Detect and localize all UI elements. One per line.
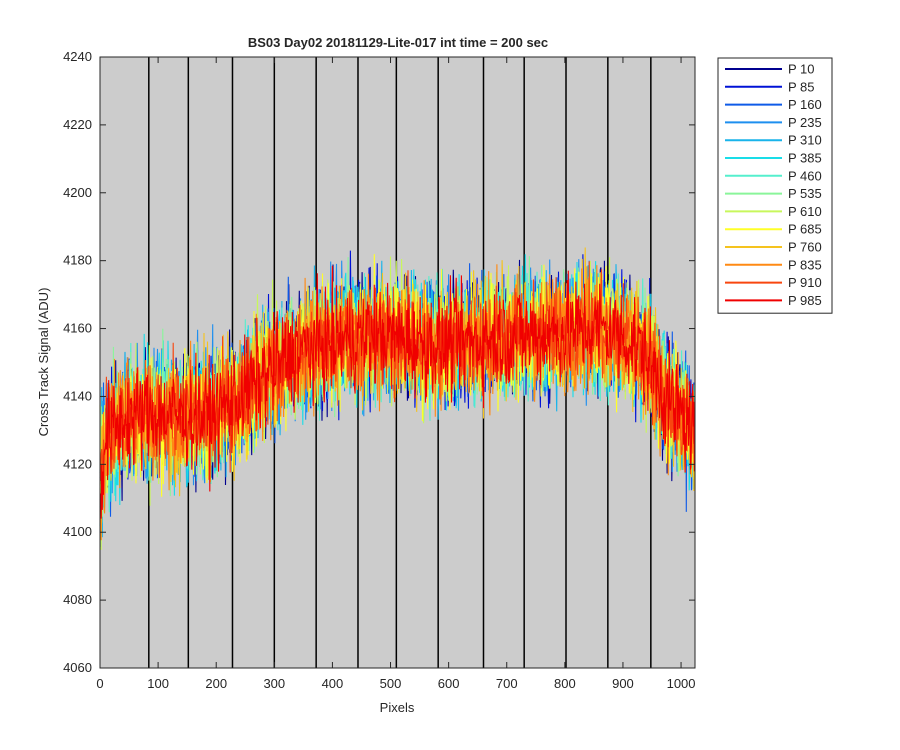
legend-label: P 10	[788, 62, 815, 77]
legend-label: P 985	[788, 293, 822, 308]
legend-box	[717, 57, 833, 314]
y-tick-label: 4060	[63, 660, 92, 675]
y-tick-label: 4100	[63, 524, 92, 539]
legend-label: P 235	[788, 115, 822, 130]
y-axis-label: Cross Track Signal (ADU)	[36, 288, 51, 437]
y-tick-label: 4200	[63, 185, 92, 200]
legend-label: P 535	[788, 186, 822, 201]
series-line	[99, 265, 695, 519]
legend-label: P 385	[788, 151, 822, 166]
x-tick-label: 400	[322, 676, 344, 691]
legend-label: P 685	[788, 222, 822, 237]
legend-label: P 910	[788, 275, 822, 290]
x-tick-label: 900	[612, 676, 634, 691]
y-tick-label: 4120	[63, 456, 92, 471]
axis-ticks: 0 100 200 300 400 500 600 700 800 900 1000 4060 4080…	[63, 49, 695, 691]
legend: P 10 P 85 P 160 P 235 P 310 P 385 P 460 P 535 P …	[717, 57, 833, 314]
chart-title: BS03 Day02 20181129-Lite-017 int time = …	[248, 35, 548, 50]
x-tick-label: 500	[380, 676, 402, 691]
x-tick-label: 200	[205, 676, 227, 691]
x-tick-label: 600	[438, 676, 460, 691]
legend-label: P 460	[788, 168, 822, 183]
series-lines	[99, 247, 695, 550]
x-tick-label: 300	[263, 676, 285, 691]
x-tick-label: 700	[496, 676, 518, 691]
legend-label: P 160	[788, 97, 822, 112]
y-tick-label: 4240	[63, 49, 92, 64]
legend-label: P 835	[788, 257, 822, 272]
legend-label: P 310	[788, 133, 822, 148]
plot-frame	[99, 56, 696, 669]
legend-label: P 85	[788, 79, 815, 94]
y-tick-label: 4140	[63, 388, 92, 403]
x-tick-label: 800	[554, 676, 576, 691]
x-tick-label: 0	[96, 676, 103, 691]
x-axis-label: Pixels	[380, 700, 415, 715]
y-tick-label: 4160	[63, 321, 92, 336]
legend-label: P 610	[788, 204, 822, 219]
y-tick-label: 4080	[63, 592, 92, 607]
y-tick-label: 4220	[63, 117, 92, 132]
x-tick-label: 100	[147, 676, 169, 691]
y-tick-label: 4180	[63, 253, 92, 268]
x-tick-label: 1000	[667, 676, 696, 691]
legend-label: P 760	[788, 240, 822, 255]
